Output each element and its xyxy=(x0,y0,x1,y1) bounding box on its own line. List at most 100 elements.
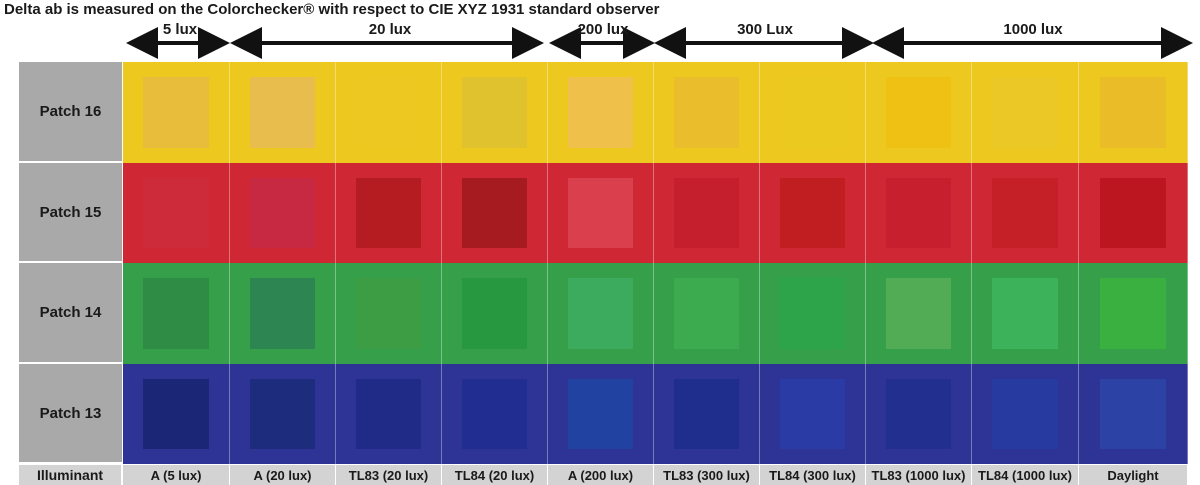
patch-cell xyxy=(123,263,230,364)
color-swatch xyxy=(461,77,528,148)
patch-cell xyxy=(654,163,760,263)
lux-group-arrows xyxy=(126,27,1193,59)
patch-cell xyxy=(123,163,230,263)
color-swatch xyxy=(992,278,1058,349)
lux-label-5: 5 lux xyxy=(162,21,198,38)
color-swatch xyxy=(885,379,952,449)
color-swatch xyxy=(249,178,316,248)
patch-cell xyxy=(760,163,866,263)
color-swatch xyxy=(567,278,634,349)
color-swatch xyxy=(673,278,740,349)
row-label: Patch 14 xyxy=(19,263,122,364)
lux-label-20: 20 lux xyxy=(368,21,412,38)
patch-cell xyxy=(1079,62,1188,163)
color-swatch xyxy=(355,77,422,148)
color-swatch xyxy=(1099,77,1167,148)
patch-cell xyxy=(442,62,548,163)
color-swatch xyxy=(885,77,952,148)
illuminant-label: TL83 (20 lux) xyxy=(336,465,442,485)
color-swatch xyxy=(249,77,316,148)
color-swatch xyxy=(249,278,316,349)
patch-cell xyxy=(442,263,548,364)
color-swatch xyxy=(885,278,952,349)
patch-cell xyxy=(866,364,972,464)
illuminant-label: Daylight xyxy=(1079,465,1188,485)
color-swatch xyxy=(673,77,740,148)
patch-cell xyxy=(972,62,1079,163)
color-swatch xyxy=(779,278,846,349)
patch-cell xyxy=(654,62,760,163)
color-swatch xyxy=(143,379,209,449)
illuminant-label: TL84 (1000 lux) xyxy=(972,465,1079,485)
patch-cell xyxy=(548,62,654,163)
lux-label-200: 200 lux xyxy=(577,21,629,38)
lux-label-1000: 1000 lux xyxy=(1003,21,1063,38)
color-swatch xyxy=(567,379,634,449)
patch-cell xyxy=(336,263,442,364)
color-swatch xyxy=(461,379,528,449)
illuminant-footer: Illuminant A (5 lux) A (20 lux) TL83 (20 l… xyxy=(19,465,1188,485)
patch-cell xyxy=(1079,263,1188,364)
color-swatch xyxy=(992,178,1058,248)
patch-cell xyxy=(1079,364,1188,464)
patch-cell xyxy=(972,263,1079,364)
patch-cell xyxy=(548,364,654,464)
color-swatch xyxy=(1099,278,1167,349)
patch-cell xyxy=(230,62,336,163)
color-swatch xyxy=(1099,379,1167,449)
patch-cell xyxy=(548,163,654,263)
illuminant-label: TL83 (1000 lux) xyxy=(866,465,972,485)
illuminant-label: A (20 lux) xyxy=(230,465,336,485)
patch-cell xyxy=(336,62,442,163)
color-swatch xyxy=(461,178,528,248)
patch-cell xyxy=(866,263,972,364)
patch-cell xyxy=(442,163,548,263)
color-swatch xyxy=(992,77,1058,148)
illuminant-label: A (5 lux) xyxy=(123,465,230,485)
figure-title: Delta ab is measured on the Colorchecker… xyxy=(4,1,660,18)
color-swatch xyxy=(249,379,316,449)
illuminant-header: Illuminant xyxy=(19,465,122,485)
patch-cell xyxy=(654,364,760,464)
color-swatch xyxy=(143,178,209,248)
color-swatch xyxy=(355,379,422,449)
patch-cell xyxy=(1079,163,1188,263)
patch-cell xyxy=(654,263,760,364)
color-swatch xyxy=(567,178,634,248)
color-swatch xyxy=(355,278,422,349)
color-swatch xyxy=(673,379,740,449)
row-label: Patch 15 xyxy=(19,163,122,263)
patch-cell xyxy=(230,263,336,364)
color-swatch xyxy=(143,77,209,148)
illuminant-label: TL84 (20 lux) xyxy=(442,465,548,485)
color-swatch xyxy=(1099,178,1167,248)
patch-cell xyxy=(760,364,866,464)
patch-cell xyxy=(336,364,442,464)
patch-cell xyxy=(866,62,972,163)
color-swatch xyxy=(992,379,1058,449)
patch-cell xyxy=(336,163,442,263)
patch-cell xyxy=(760,62,866,163)
patch-cell xyxy=(442,364,548,464)
patch-cell xyxy=(548,263,654,364)
patch-cell xyxy=(972,364,1079,464)
color-swatch xyxy=(779,77,846,148)
patch-cell xyxy=(760,263,866,364)
patch-cell xyxy=(972,163,1079,263)
color-swatch xyxy=(355,178,422,248)
patch-cell xyxy=(866,163,972,263)
color-swatch xyxy=(779,178,846,248)
patch-cell xyxy=(123,364,230,464)
color-swatch xyxy=(779,379,846,449)
color-swatch xyxy=(461,278,528,349)
patch-cell xyxy=(230,163,336,263)
row-label: Patch 13 xyxy=(19,364,122,464)
color-swatch xyxy=(885,178,952,248)
illuminant-label: A (200 lux) xyxy=(548,465,654,485)
lux-label-300: 300 Lux xyxy=(737,21,793,38)
patch-cell xyxy=(123,62,230,163)
row-label: Patch 16 xyxy=(19,62,122,163)
color-swatch xyxy=(673,178,740,248)
patch-cell xyxy=(230,364,336,464)
color-swatch xyxy=(143,278,209,349)
